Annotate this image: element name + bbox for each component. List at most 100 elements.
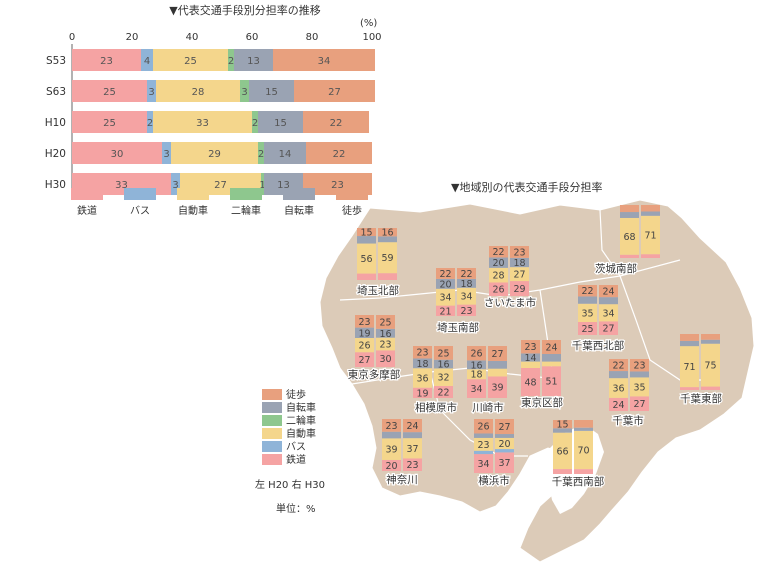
region-bar-segment [436, 288, 455, 306]
region-bar-value: 22 [437, 387, 449, 398]
trend-bar-segment [141, 49, 153, 71]
region-bar-value: 35 [581, 308, 593, 319]
region-legend-swatch [262, 428, 282, 439]
region-bar-value: 20 [492, 258, 504, 269]
trend-category-label: S53 [46, 55, 66, 67]
trend-bar-segment [234, 49, 273, 71]
region-bar-segment [701, 343, 720, 387]
region-bar-value: 24 [545, 343, 557, 354]
region-bar-value: 26 [477, 422, 489, 433]
region-bar-value: 75 [704, 361, 716, 372]
trend-category-label: H10 [45, 117, 66, 129]
region-bar-value: 23 [513, 247, 525, 258]
region-bar-segment [553, 469, 572, 474]
region-bar-segment [434, 346, 453, 360]
region-bar-segment [376, 350, 395, 367]
region-bar-segment [630, 377, 649, 397]
region-bar-segment [355, 315, 374, 328]
region-bar-segment [578, 285, 597, 297]
region-bar-segment [474, 437, 493, 451]
region-bar-segment [680, 387, 699, 390]
region-bar-segment [701, 334, 720, 340]
region-bar-segment [542, 354, 561, 362]
region-bar-segment [376, 337, 395, 351]
region-bar-segment [355, 352, 374, 367]
trend-legend-label: バス [130, 205, 150, 217]
region-bar-segment [542, 361, 561, 367]
trend-bar-segment [153, 49, 228, 71]
region-bar-segment [489, 257, 508, 268]
region-bar-segment [413, 358, 432, 369]
region-bar-segment [641, 215, 660, 255]
trend-bar-segment [162, 142, 171, 164]
region-bar-value: 18 [416, 359, 428, 370]
region-bar-segment [680, 340, 699, 347]
region-bar-segment [609, 359, 628, 372]
region-bar-value: 18 [513, 258, 525, 269]
region-bar-segment [357, 243, 376, 274]
region-label: さいたま市 [484, 296, 536, 309]
region-bar-segment [357, 273, 376, 280]
region-bar-segment [641, 211, 660, 216]
region-bar-value: 20 [385, 461, 397, 472]
trend-bar-segment [153, 111, 252, 133]
region-bar-segment [382, 438, 401, 460]
region-label: 千葉東部 [680, 392, 722, 405]
region-legend-swatch [262, 415, 282, 426]
trend-bar-value: 15 [265, 87, 278, 98]
region-label: 埼玉北部 [357, 284, 399, 297]
trend-bar-value: 2 [228, 56, 234, 67]
region-unit-note: 単位：% [276, 502, 316, 515]
trend-legend-swatch [124, 188, 156, 200]
region-bar-segment [403, 419, 422, 433]
region-legend-swatch [262, 389, 282, 400]
region-bar-segment [599, 304, 618, 322]
trend-bar-value: 13 [277, 180, 290, 191]
trend-chart-title: ▼代表交通手段別分担率の推移 [169, 3, 320, 17]
region-bar-value: 30 [379, 354, 391, 365]
region-bar-segment [574, 430, 593, 470]
trend-bar-value: 22 [330, 118, 343, 129]
region-bar-segment [609, 378, 628, 398]
trend-legend-swatch [177, 188, 209, 200]
region-bar-value: 36 [416, 373, 428, 384]
region-bar-segment [542, 340, 561, 354]
region-bar-segment [489, 267, 508, 283]
region-bar-value: 16 [381, 228, 393, 239]
region-bar-segment [355, 337, 374, 353]
region-bar-segment [376, 315, 395, 329]
region-bar-segment [357, 236, 376, 244]
region-bar-value: 15 [556, 420, 568, 431]
region-legend-label: 自転車 [286, 401, 316, 414]
region-bar-segment [467, 369, 486, 380]
region-label: 埼玉南部 [437, 321, 479, 334]
region-bar-value: 27 [491, 349, 503, 360]
region-bar-segment [457, 304, 476, 316]
region-bar-value: 22 [439, 269, 451, 280]
trend-category-label: S63 [46, 86, 66, 98]
region-bar-value: 71 [644, 231, 656, 242]
trend-bar-segment [240, 80, 249, 102]
trend-bar-segment [294, 80, 375, 102]
region-bar-value: 20 [439, 279, 451, 290]
region-bar-value: 22 [612, 361, 624, 372]
region-bar-segment [355, 327, 374, 338]
trend-bar-value: 15 [274, 118, 287, 129]
region-bar-segment [436, 278, 455, 289]
region-bar-segment [378, 242, 397, 274]
trend-bar-value: 23 [331, 180, 344, 191]
region-bar-segment [382, 459, 401, 471]
region-bar-segment [474, 450, 493, 455]
region-bar-segment [467, 379, 486, 398]
region-bar-value: 39 [385, 445, 397, 456]
region-bar-segment [620, 217, 639, 255]
region-bar-segment [467, 346, 486, 361]
region-label: 東京区部 [521, 396, 563, 409]
trend-bar-value: 3 [172, 180, 178, 191]
region-label: 横浜市 [478, 474, 510, 487]
region-bar-segment [434, 368, 453, 386]
trend-legend-label: 自転車 [284, 204, 314, 217]
region-bar-value: 23 [460, 306, 472, 317]
region-bar-segment [413, 368, 432, 388]
